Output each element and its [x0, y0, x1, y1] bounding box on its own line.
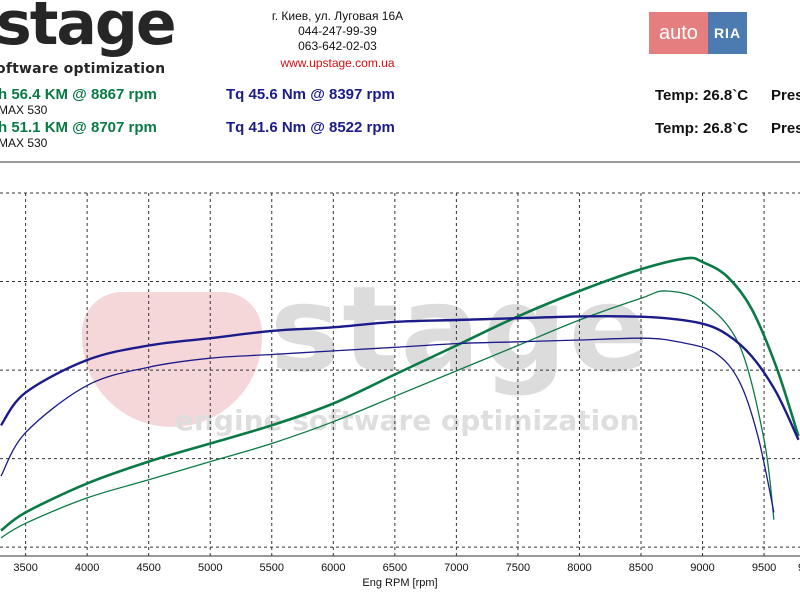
x-tick-label: 9 [798, 562, 800, 574]
x-tick-label: 8500 [629, 562, 653, 574]
x-tick-label: 4500 [136, 562, 160, 574]
power-summary-1: h 56.4 KM @ 8867 rpm [0, 86, 157, 103]
x-tick-label: 9500 [752, 562, 776, 574]
power-summary-2: h 51.1 KM @ 8707 rpm [0, 119, 157, 136]
website-link[interactable]: www.upstage.com.ua [280, 56, 395, 70]
x-tick-label: 5500 [260, 562, 284, 574]
x-tick-label: 8000 [567, 562, 591, 574]
autoria-badge: auto RIA [649, 12, 748, 54]
x-tick-label: 4000 [75, 562, 99, 574]
autoria-badge-left: auto [649, 12, 708, 54]
x-tick-label: 5000 [198, 562, 222, 574]
phone-1: 044-247-99-39 [298, 24, 377, 38]
x-tick-label: 9000 [690, 562, 714, 574]
series-line-torque-stock [0, 337, 775, 513]
series-line-torque-tuned [0, 314, 800, 441]
pressure-readout-1: Pres [771, 87, 800, 104]
logo-text: stage [0, 0, 177, 59]
address: г. Киев, ул. Луговая 16А [271, 9, 404, 23]
power-summary-1-sub: MAX 530 [0, 103, 48, 117]
x-tick-label: 6000 [321, 562, 345, 574]
power-summary-2-sub: MAX 530 [0, 136, 48, 150]
header-divider [0, 161, 800, 163]
x-axis-label: Eng RPM [rpm] [362, 577, 437, 589]
series-line-power-tuned [0, 256, 800, 532]
temp-readout-1: Temp: 26.8`C [655, 87, 749, 104]
series-line-power-stock [0, 290, 775, 539]
torque-summary-2: Tq 41.6 Nm @ 8522 rpm [226, 119, 395, 136]
temp-readout-2: Temp: 26.8`C [655, 120, 749, 137]
x-tick-label: 3500 [13, 562, 37, 574]
phone-2: 063-642-02-03 [298, 39, 377, 53]
logo-tagline: oftware optimization [0, 61, 166, 77]
x-tick-label: 7500 [506, 562, 530, 574]
autoria-badge-right: RIA [707, 12, 748, 54]
contact-block: г. Киев, ул. Луговая 16А 044-247-99-39 0… [245, 9, 430, 71]
pressure-readout-2: Pres [771, 120, 800, 137]
x-tick-label: 7000 [444, 562, 468, 574]
torque-summary-1: Tq 45.6 Nm @ 8397 rpm [226, 86, 395, 103]
x-tick-label: 6500 [383, 562, 407, 574]
